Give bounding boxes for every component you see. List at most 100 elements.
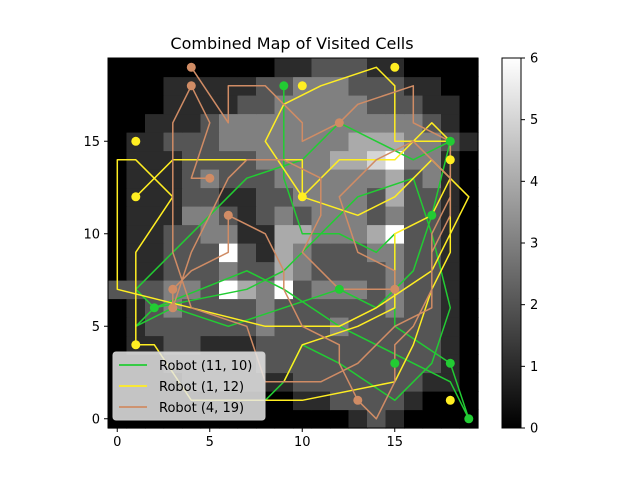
heat-cell bbox=[441, 76, 461, 96]
heat-cell bbox=[145, 187, 165, 207]
plot-frame bbox=[107, 57, 479, 429]
heat-cell bbox=[219, 132, 239, 152]
heat-cell bbox=[293, 95, 313, 115]
heat-cell bbox=[367, 224, 387, 244]
heat-cell bbox=[404, 58, 424, 78]
series-point-0 bbox=[334, 284, 344, 294]
heat-cell bbox=[441, 58, 461, 78]
series-point-0 bbox=[464, 414, 474, 424]
heat-cell bbox=[200, 335, 220, 355]
heat-cell bbox=[293, 280, 313, 300]
heat-cell bbox=[459, 335, 479, 355]
heat-cell bbox=[385, 409, 405, 429]
heat-cell bbox=[330, 409, 350, 429]
heat-cell bbox=[256, 335, 276, 355]
heat-cell bbox=[311, 280, 331, 300]
heat-cell bbox=[219, 58, 239, 78]
heat-cell bbox=[348, 372, 368, 392]
x-tick-label: 15 bbox=[386, 435, 403, 450]
heat-cell bbox=[126, 76, 146, 96]
heat-cell bbox=[219, 335, 239, 355]
heat-cell bbox=[182, 187, 202, 207]
heat-cell bbox=[422, 372, 442, 392]
series-point-1 bbox=[131, 136, 141, 146]
heat-cell bbox=[108, 113, 128, 133]
heat-cell bbox=[459, 76, 479, 96]
heat-cell bbox=[200, 187, 220, 207]
heat-cell bbox=[311, 298, 331, 318]
heat-cell bbox=[348, 76, 368, 96]
heat-cell bbox=[385, 206, 405, 226]
heat-cell bbox=[348, 335, 368, 355]
heat-cell bbox=[108, 76, 128, 96]
heat-cell bbox=[459, 354, 479, 374]
heat-cell bbox=[200, 261, 220, 281]
x-tick-label: 10 bbox=[294, 435, 311, 450]
heat-cell bbox=[108, 298, 128, 318]
heat-cell bbox=[441, 335, 461, 355]
heat-cell bbox=[441, 261, 461, 281]
series-point-1 bbox=[297, 192, 307, 202]
heat-cell bbox=[459, 169, 479, 189]
heat-cell bbox=[200, 58, 220, 78]
series-point-0 bbox=[445, 136, 455, 146]
heat-cell bbox=[404, 224, 424, 244]
heat-cell bbox=[256, 206, 276, 226]
heat-cell bbox=[126, 169, 146, 189]
series-point-1 bbox=[445, 395, 455, 405]
heat-cell bbox=[274, 409, 294, 429]
heat-cell bbox=[422, 95, 442, 115]
heat-cell bbox=[404, 298, 424, 318]
heat-cell bbox=[459, 206, 479, 226]
heat-cell bbox=[108, 335, 128, 355]
heat-cell bbox=[200, 95, 220, 115]
series-point-1 bbox=[390, 62, 400, 72]
heat-cell bbox=[163, 317, 183, 337]
heat-cell bbox=[330, 261, 350, 281]
heat-cell bbox=[348, 113, 368, 133]
heat-cell bbox=[311, 243, 331, 263]
legend-label-1: Robot (1, 12) bbox=[159, 380, 244, 395]
heat-cell bbox=[256, 298, 276, 318]
heat-cell bbox=[237, 243, 257, 263]
series-point-2 bbox=[390, 284, 400, 294]
heat-cell bbox=[367, 317, 387, 337]
colorbar-ticks: 0 1 2 3 4 5 6 bbox=[521, 52, 538, 437]
heat-cell bbox=[256, 261, 276, 281]
heat-cell bbox=[441, 113, 461, 133]
heat-cell bbox=[293, 409, 313, 429]
heat-cell bbox=[219, 280, 239, 300]
heat-cell bbox=[274, 58, 294, 78]
y-axis: 0 5 10 15 bbox=[83, 135, 108, 427]
heat-cell bbox=[348, 132, 368, 152]
heat-cell bbox=[422, 391, 442, 411]
heat-cell bbox=[256, 113, 276, 133]
heat-cell bbox=[200, 280, 220, 300]
heat-cell bbox=[367, 354, 387, 374]
heat-cell bbox=[404, 409, 424, 429]
legend-label-2: Robot (4, 19) bbox=[159, 401, 244, 416]
series-point-0 bbox=[149, 303, 159, 313]
heat-cell bbox=[256, 243, 276, 263]
colorbar-tick-label: 4 bbox=[530, 175, 538, 190]
heat-cell bbox=[330, 58, 350, 78]
heat-cell bbox=[441, 95, 461, 115]
heat-cell bbox=[422, 76, 442, 96]
heat-cell bbox=[459, 243, 479, 263]
chart-title: Combined Map of Visited Cells bbox=[170, 34, 413, 53]
heat-cell bbox=[163, 58, 183, 78]
heat-cell bbox=[367, 169, 387, 189]
series-point-2 bbox=[353, 395, 363, 405]
heat-cell bbox=[311, 354, 331, 374]
heat-cell bbox=[311, 391, 331, 411]
heat-cell bbox=[163, 95, 183, 115]
heat-cell bbox=[311, 409, 331, 429]
heat-cell bbox=[422, 58, 442, 78]
heat-cell bbox=[459, 261, 479, 281]
heat-cell bbox=[348, 261, 368, 281]
heat-cell bbox=[256, 280, 276, 300]
heat-cell bbox=[126, 206, 146, 226]
heat-cell bbox=[311, 58, 331, 78]
heat-cell bbox=[126, 58, 146, 78]
heat-cell bbox=[330, 298, 350, 318]
